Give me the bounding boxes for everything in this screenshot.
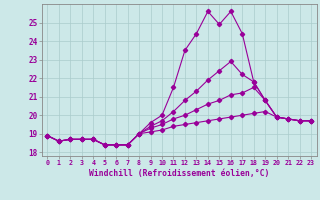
X-axis label: Windchill (Refroidissement éolien,°C): Windchill (Refroidissement éolien,°C) — [89, 169, 269, 178]
